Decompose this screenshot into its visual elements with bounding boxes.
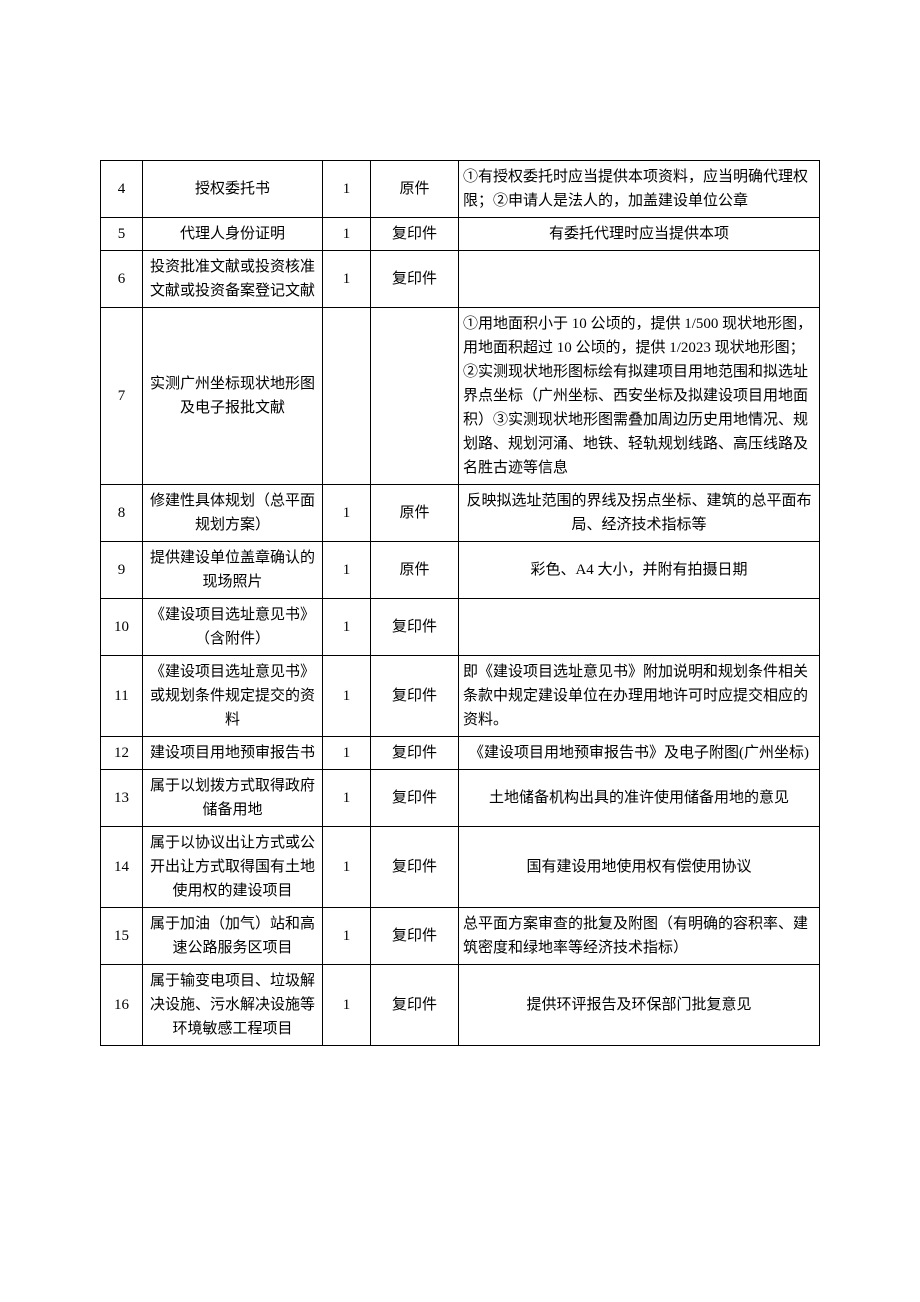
row-number: 12 (101, 737, 143, 770)
row-number: 7 (101, 308, 143, 485)
table-row: 13属于以划拨方式取得政府储备用地1复印件土地储备机构出具的准许使用储备用地的意… (101, 770, 820, 827)
note: 土地储备机构出具的准许使用储备用地的意见 (459, 770, 820, 827)
table-row: 7实测广州坐标现状地形图及电子报批文献 ①用地面积小于 10 公顷的，提供 1/5… (101, 308, 820, 485)
document-name: 授权委托书 (143, 161, 323, 218)
row-number: 14 (101, 827, 143, 908)
document-name: 属于加油（加气）站和高速公路服务区项目 (143, 908, 323, 965)
document-type (371, 308, 459, 485)
quantity: 1 (323, 770, 371, 827)
row-number: 9 (101, 542, 143, 599)
document-type: 复印件 (371, 656, 459, 737)
document-name: 《建设项目选址意见书》（含附件） (143, 599, 323, 656)
quantity: 1 (323, 656, 371, 737)
document-name: 提供建设单位盖章确认的现场照片 (143, 542, 323, 599)
quantity: 1 (323, 218, 371, 251)
quantity: 1 (323, 251, 371, 308)
note: 彩色、A4 大小，并附有拍摄日期 (459, 542, 820, 599)
table-row: 11《建设项目选址意见书》或规划条件规定提交的资料1复印件即《建设项目选址意见书… (101, 656, 820, 737)
quantity: 1 (323, 737, 371, 770)
quantity: 1 (323, 599, 371, 656)
document-type: 原件 (371, 161, 459, 218)
document-type: 复印件 (371, 599, 459, 656)
note: 有委托代理时应当提供本项 (459, 218, 820, 251)
table-row: 10《建设项目选址意见书》（含附件）1复印件 (101, 599, 820, 656)
document-type: 复印件 (371, 218, 459, 251)
table-body: 4授权委托书1原件①有授权委托时应当提供本项资料，应当明确代理权限；②申请人是法… (101, 161, 820, 1046)
document-name: 属于输变电项目、垃圾解决设施、污水解决设施等环境敏感工程项目 (143, 965, 323, 1046)
document-name: 修建性具体规划（总平面规划方案） (143, 485, 323, 542)
document-name: 建设项目用地预审报告书 (143, 737, 323, 770)
table-row: 15属于加油（加气）站和高速公路服务区项目1复印件总平面方案审查的批复及附图（有… (101, 908, 820, 965)
note: 即《建设项目选址意见书》附加说明和规划条件相关条款中规定建设单位在办理用地许可时… (459, 656, 820, 737)
document-type: 复印件 (371, 908, 459, 965)
note: 反映拟选址范围的界线及拐点坐标、建筑的总平面布局、经济技术指标等 (459, 485, 820, 542)
document-name: 属于以划拨方式取得政府储备用地 (143, 770, 323, 827)
table-row: 9提供建设单位盖章确认的现场照片1原件彩色、A4 大小，并附有拍摄日期 (101, 542, 820, 599)
note: 总平面方案审查的批复及附图（有明确的容积率、建筑密度和绿地率等经济技术指标） (459, 908, 820, 965)
document-type: 原件 (371, 542, 459, 599)
document-name: 投资批准文献或投资核准文献或投资备案登记文献 (143, 251, 323, 308)
note: ①有授权委托时应当提供本项资料，应当明确代理权限；②申请人是法人的，加盖建设单位… (459, 161, 820, 218)
document-type: 复印件 (371, 965, 459, 1046)
document-type: 原件 (371, 485, 459, 542)
quantity: 1 (323, 161, 371, 218)
row-number: 16 (101, 965, 143, 1046)
table-row: 8修建性具体规划（总平面规划方案）1原件反映拟选址范围的界线及拐点坐标、建筑的总… (101, 485, 820, 542)
row-number: 15 (101, 908, 143, 965)
row-number: 8 (101, 485, 143, 542)
document-requirements-table: 4授权委托书1原件①有授权委托时应当提供本项资料，应当明确代理权限；②申请人是法… (100, 160, 820, 1046)
document-type: 复印件 (371, 737, 459, 770)
row-number: 11 (101, 656, 143, 737)
quantity: 1 (323, 485, 371, 542)
table-row: 14属于以协议出让方式或公开出让方式取得国有土地使用权的建设项目1复印件国有建设… (101, 827, 820, 908)
document-name: 《建设项目选址意见书》或规划条件规定提交的资料 (143, 656, 323, 737)
quantity (323, 308, 371, 485)
document-type: 复印件 (371, 827, 459, 908)
table-row: 4授权委托书1原件①有授权委托时应当提供本项资料，应当明确代理权限；②申请人是法… (101, 161, 820, 218)
quantity: 1 (323, 965, 371, 1046)
document-type: 复印件 (371, 770, 459, 827)
row-number: 13 (101, 770, 143, 827)
row-number: 10 (101, 599, 143, 656)
note (459, 599, 820, 656)
table-row: 6投资批准文献或投资核准文献或投资备案登记文献1复印件 (101, 251, 820, 308)
table-row: 12建设项目用地预审报告书1复印件《建设项目用地预审报告书》及电子附图(广州坐标… (101, 737, 820, 770)
note: ①用地面积小于 10 公顷的，提供 1/500 现状地形图，用地面积超过 10 … (459, 308, 820, 485)
document-name: 代理人身份证明 (143, 218, 323, 251)
row-number: 5 (101, 218, 143, 251)
table-row: 16属于输变电项目、垃圾解决设施、污水解决设施等环境敏感工程项目1复印件提供环评… (101, 965, 820, 1046)
document-name: 属于以协议出让方式或公开出让方式取得国有土地使用权的建设项目 (143, 827, 323, 908)
quantity: 1 (323, 908, 371, 965)
note: 提供环评报告及环保部门批复意见 (459, 965, 820, 1046)
row-number: 6 (101, 251, 143, 308)
note: 国有建设用地使用权有偿使用协议 (459, 827, 820, 908)
table-row: 5代理人身份证明1复印件有委托代理时应当提供本项 (101, 218, 820, 251)
note: 《建设项目用地预审报告书》及电子附图(广州坐标) (459, 737, 820, 770)
document-name: 实测广州坐标现状地形图及电子报批文献 (143, 308, 323, 485)
note (459, 251, 820, 308)
row-number: 4 (101, 161, 143, 218)
quantity: 1 (323, 827, 371, 908)
document-type: 复印件 (371, 251, 459, 308)
quantity: 1 (323, 542, 371, 599)
